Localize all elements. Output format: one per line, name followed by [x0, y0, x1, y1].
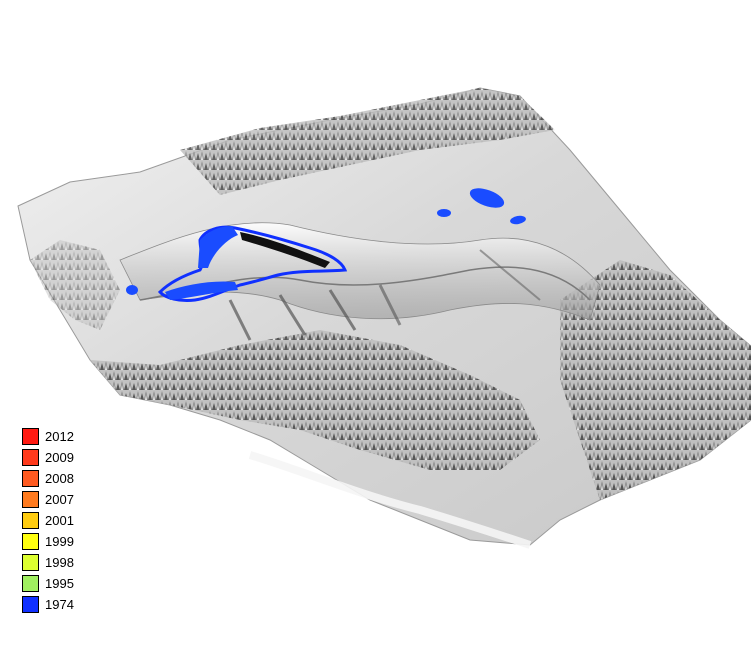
- legend-swatch: [22, 491, 39, 508]
- legend-swatch: [22, 428, 39, 445]
- forest-east: [560, 260, 751, 500]
- legend-swatch: [22, 449, 39, 466]
- ridge: [119, 222, 601, 321]
- legend-swatch: [22, 512, 39, 529]
- forest-north: [180, 88, 555, 195]
- legend-label: 2001: [45, 513, 74, 528]
- outline-1974: [126, 188, 526, 302]
- legend-label: 1999: [45, 534, 74, 549]
- legend-swatch: [22, 575, 39, 592]
- legend-item-2012: 2012: [22, 426, 142, 447]
- legend-item-1974: 1974: [22, 594, 142, 615]
- legend-label: 2012: [45, 429, 74, 444]
- valley-floor: [248, 451, 532, 549]
- legend-item-2009: 2009: [22, 447, 142, 468]
- legend-item-2001: 2001: [22, 510, 142, 531]
- legend-label: 2007: [45, 492, 74, 507]
- legend-label: 1998: [45, 555, 74, 570]
- legend-item-1999: 1999: [22, 531, 142, 552]
- legend-swatch: [22, 470, 39, 487]
- forest-south: [90, 330, 540, 470]
- legend-label: 1995: [45, 576, 74, 591]
- forest-west: [30, 240, 120, 330]
- legend: 2012 2009 2008 2007 2001 1999 1998 1995 1974: [22, 426, 142, 615]
- legend-swatch: [22, 533, 39, 550]
- legend-label: 1974: [45, 597, 74, 612]
- legend-item-2008: 2008: [22, 468, 142, 489]
- legend-label: 2009: [45, 450, 74, 465]
- legend-swatch: [22, 554, 39, 571]
- legend-label: 2008: [45, 471, 74, 486]
- legend-item-2007: 2007: [22, 489, 142, 510]
- legend-item-1998: 1998: [22, 552, 142, 573]
- legend-swatch: [22, 596, 39, 613]
- legend-item-1995: 1995: [22, 573, 142, 594]
